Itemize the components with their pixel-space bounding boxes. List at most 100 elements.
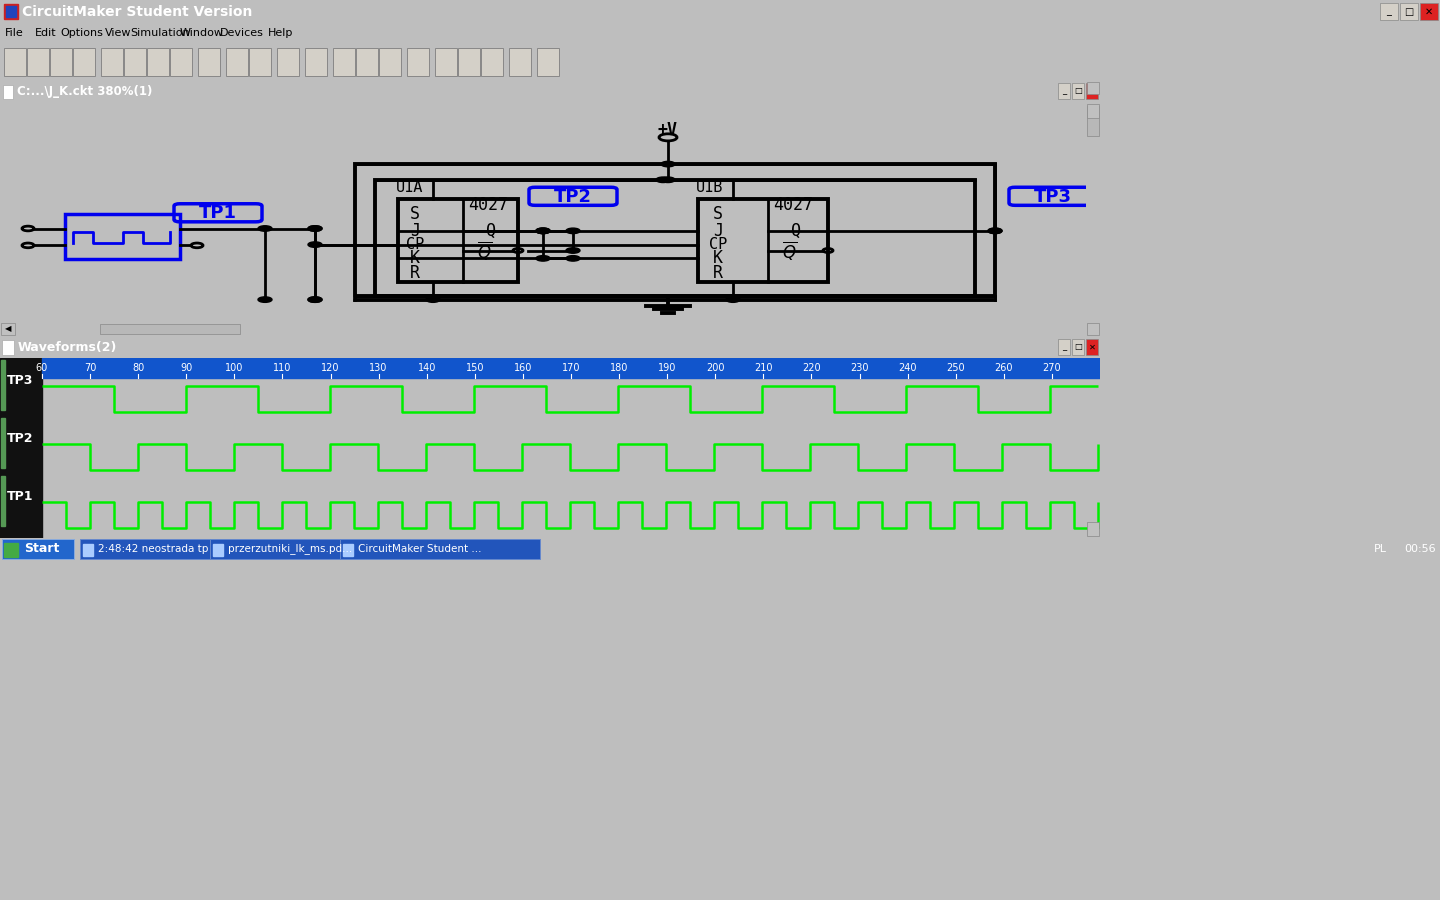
Circle shape [258,226,272,231]
Text: 4027: 4027 [773,196,814,214]
Bar [435,48,456,76]
Text: TP2: TP2 [554,188,592,206]
Bar [73,48,95,76]
Circle shape [308,297,323,302]
Bar [397,200,518,282]
Bar [333,48,356,76]
Text: □: □ [1074,343,1081,352]
Bar [249,48,271,76]
Text: TP1: TP1 [7,490,33,502]
Circle shape [988,228,1002,234]
Circle shape [661,161,675,166]
Circle shape [308,297,323,302]
Bar [1086,339,1099,355]
Text: CircuitMaker Student ...: CircuitMaker Student ... [359,544,481,554]
Text: +V: +V [658,122,678,140]
Text: Q: Q [791,222,801,240]
Text: 150: 150 [465,363,484,373]
Circle shape [426,297,441,302]
Text: 180: 180 [611,363,628,373]
Text: 240: 240 [899,363,917,373]
Text: Start: Start [24,543,59,555]
Text: 230: 230 [850,363,868,373]
Text: 2:48:42 neostrada tp: 2:48:42 neostrada tp [98,544,209,554]
Bar [305,48,327,76]
Bar [50,48,72,76]
Bar [1071,83,1084,99]
Bar [1087,104,1099,118]
Bar [0,358,42,538]
Bar [101,48,122,76]
Bar [81,539,279,559]
Text: □: □ [1404,6,1414,16]
Text: ✕: ✕ [1426,6,1433,16]
Text: 120: 120 [321,363,340,373]
Circle shape [566,228,580,234]
Circle shape [308,226,323,231]
Text: przerzutniki_lk_ms.pd...: przerzutniki_lk_ms.pd... [228,544,353,554]
Bar [340,539,540,559]
Bar [698,200,828,282]
Bar [42,358,1100,378]
Text: 170: 170 [562,363,580,373]
Bar [379,48,400,76]
Circle shape [988,228,1002,234]
Text: Options: Options [60,28,102,38]
Text: 190: 190 [658,363,677,373]
Text: R: R [713,265,723,283]
Circle shape [566,248,580,253]
Text: Help: Help [268,28,294,38]
Text: 110: 110 [274,363,292,373]
Text: _: _ [1061,343,1066,352]
Text: 140: 140 [418,363,436,373]
Bar [3,85,13,99]
Bar [124,48,145,76]
Text: U1B: U1B [696,180,723,194]
Text: R: R [410,265,420,283]
Bar [147,48,168,76]
Text: 00:56: 00:56 [1404,544,1436,554]
Text: _: _ [1061,86,1066,95]
Circle shape [536,256,550,261]
Bar [1420,3,1439,20]
Text: ✕: ✕ [1089,343,1096,352]
Bar [65,214,180,259]
Bar [4,48,26,76]
Bar [84,544,94,556]
Text: 70: 70 [84,363,96,373]
Bar [199,48,220,76]
Text: K: K [410,249,420,267]
Bar [356,48,377,76]
Text: TP1: TP1 [199,204,238,222]
Bar [1087,323,1099,335]
Bar [1,323,14,335]
Text: 4027: 4027 [468,196,508,214]
Text: 100: 100 [225,363,243,373]
Bar [1,476,4,526]
Text: 250: 250 [946,363,965,373]
Bar [276,48,300,76]
Circle shape [308,242,323,248]
Text: U1A: U1A [396,180,423,194]
Bar [1087,82,1099,94]
Text: Window: Window [180,28,225,38]
Bar [6,6,16,17]
Bar [481,48,503,76]
Bar [356,164,995,296]
Text: Devices: Devices [220,28,264,38]
Bar [1,360,4,410]
Text: File: File [4,28,23,38]
Bar [343,544,353,556]
Text: $\overline{Q}$: $\overline{Q}$ [782,239,798,262]
Text: Edit: Edit [35,28,56,38]
Text: □: □ [1074,86,1081,95]
Text: 60: 60 [36,363,48,373]
Bar [1071,339,1084,355]
Bar [226,48,248,76]
Bar [1400,3,1418,20]
Text: 220: 220 [802,363,821,373]
Bar [537,48,559,76]
Bar [408,48,429,76]
Text: 90: 90 [180,363,193,373]
Text: 160: 160 [514,363,533,373]
